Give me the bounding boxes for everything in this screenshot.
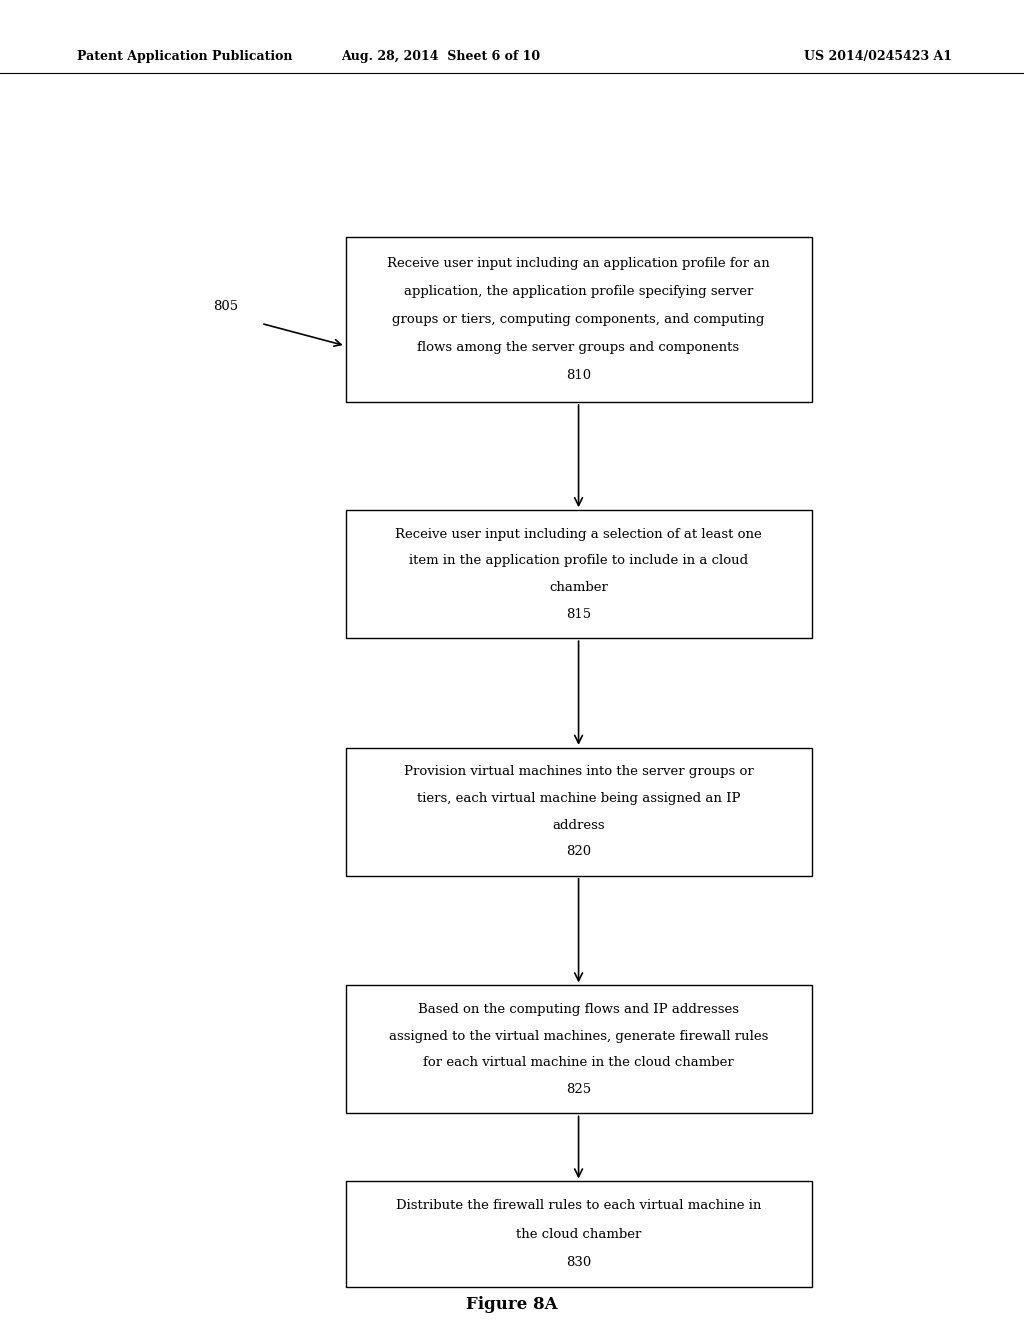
Text: Based on the computing flows and IP addresses: Based on the computing flows and IP addr… — [418, 1003, 739, 1015]
Text: Distribute the firewall rules to each virtual machine in: Distribute the firewall rules to each vi… — [396, 1199, 761, 1212]
Text: address: address — [552, 818, 605, 832]
Text: 805: 805 — [213, 300, 238, 313]
Text: application, the application profile specifying server: application, the application profile spe… — [403, 285, 754, 298]
Text: groups or tiers, computing components, and computing: groups or tiers, computing components, a… — [392, 313, 765, 326]
Text: Receive user input including an application profile for an: Receive user input including an applicat… — [387, 257, 770, 269]
Bar — [345, 747, 811, 876]
Bar — [345, 986, 811, 1114]
Text: the cloud chamber: the cloud chamber — [516, 1228, 641, 1241]
Text: 825: 825 — [566, 1084, 591, 1096]
Text: assigned to the virtual machines, generate firewall rules: assigned to the virtual machines, genera… — [389, 1030, 768, 1043]
Text: 830: 830 — [566, 1257, 591, 1270]
Bar — [345, 511, 811, 639]
Text: Provision virtual machines into the server groups or: Provision virtual machines into the serv… — [403, 766, 754, 777]
Bar — [345, 1181, 811, 1287]
Text: Figure 8A: Figure 8A — [466, 1296, 558, 1312]
Text: Patent Application Publication: Patent Application Publication — [77, 50, 292, 63]
Text: tiers, each virtual machine being assigned an IP: tiers, each virtual machine being assign… — [417, 792, 740, 805]
Text: 815: 815 — [566, 609, 591, 620]
Text: flows among the server groups and components: flows among the server groups and compon… — [418, 341, 739, 354]
Text: 810: 810 — [566, 370, 591, 381]
Text: 820: 820 — [566, 846, 591, 858]
Text: chamber: chamber — [549, 581, 608, 594]
Text: US 2014/0245423 A1: US 2014/0245423 A1 — [804, 50, 952, 63]
Bar — [345, 238, 811, 401]
Text: for each virtual machine in the cloud chamber: for each virtual machine in the cloud ch… — [423, 1056, 734, 1069]
Text: item in the application profile to include in a cloud: item in the application profile to inclu… — [409, 554, 749, 568]
Text: Aug. 28, 2014  Sheet 6 of 10: Aug. 28, 2014 Sheet 6 of 10 — [341, 50, 540, 63]
Text: Receive user input including a selection of at least one: Receive user input including a selection… — [395, 528, 762, 540]
